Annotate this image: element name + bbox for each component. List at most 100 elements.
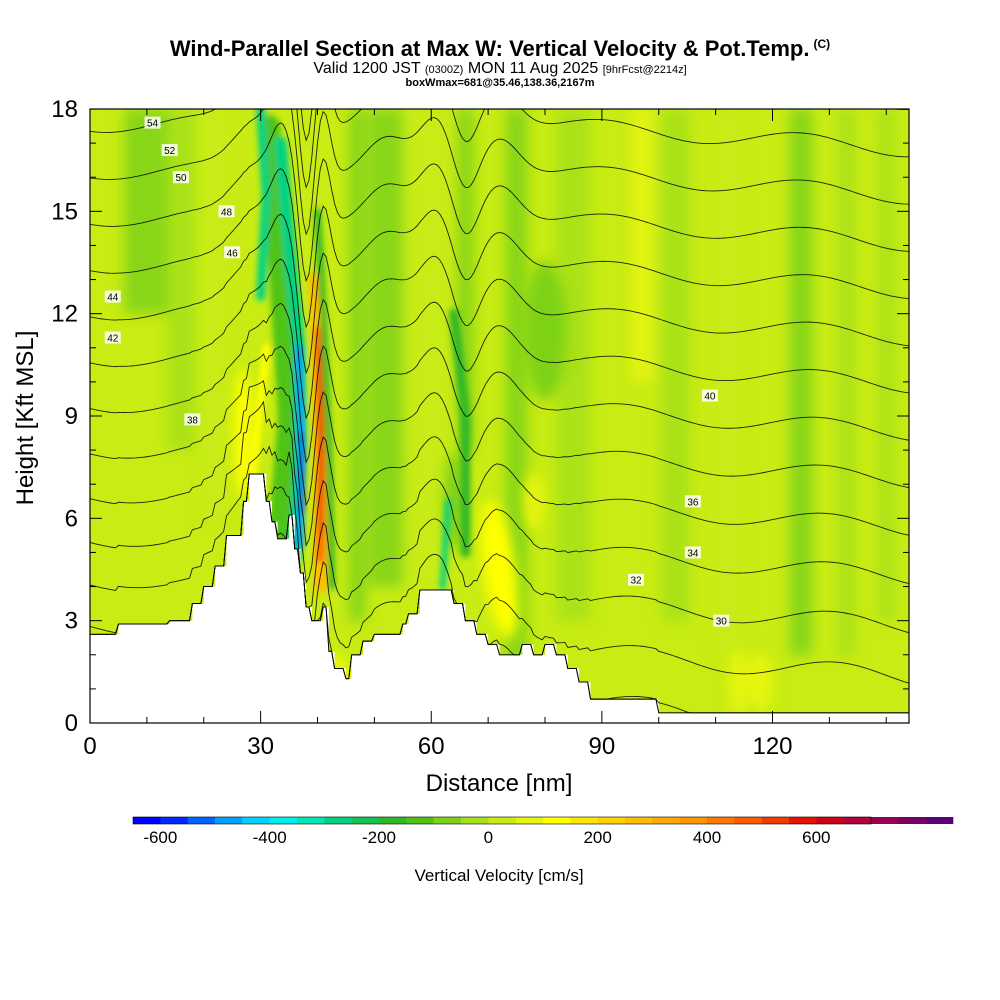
contour-label-bg xyxy=(218,205,235,218)
colorbar-swatch xyxy=(215,817,243,824)
x-tick-label: 30 xyxy=(247,733,274,760)
updraft-zone xyxy=(728,647,749,718)
colorbar-swatch xyxy=(898,817,926,824)
contour-label-bg xyxy=(684,546,701,559)
colorbar-swatch xyxy=(160,817,188,824)
field-streak xyxy=(166,109,196,451)
contour-label-bg xyxy=(713,614,730,627)
colorbar-swatch xyxy=(625,817,653,824)
colorbar-swatch xyxy=(297,817,325,824)
contour-label-bg xyxy=(144,116,161,129)
field-streak xyxy=(203,109,227,519)
y-tick-label: 3 xyxy=(65,608,78,635)
colorbar-swatch xyxy=(406,817,434,824)
updraft-zone xyxy=(480,500,519,639)
utc-time: (0300Z) xyxy=(424,64,464,76)
colorbar-swatch xyxy=(789,817,817,824)
colorbar-swatch xyxy=(816,817,844,824)
contour-label: 42 xyxy=(107,334,119,345)
isentrope-39 xyxy=(90,168,909,329)
contour-label: 50 xyxy=(175,173,187,184)
y-tick-label: 9 xyxy=(65,403,78,430)
x-tick-label: 0 xyxy=(83,733,96,760)
downdraft-band xyxy=(439,498,452,590)
contour-label-bg xyxy=(224,246,241,259)
y-tick-label: 18 xyxy=(51,96,78,123)
isentrope-32 xyxy=(90,445,909,634)
contour-label: 46 xyxy=(227,248,239,259)
isentrope-38 xyxy=(90,213,909,375)
field-streak xyxy=(124,109,170,314)
copyright-mark: (C) xyxy=(813,36,831,51)
contour-label: 34 xyxy=(687,548,699,559)
downdraft-band xyxy=(256,109,271,302)
isentrope-36 xyxy=(90,302,909,464)
valid-time: Valid 1200 JST xyxy=(313,60,421,77)
y-tick-label: 6 xyxy=(65,505,78,532)
forecast-info: [9hrFcst@2214z] xyxy=(602,64,687,76)
field-streak xyxy=(414,109,449,587)
colorbar-frame xyxy=(132,816,872,825)
colorbar-swatch xyxy=(597,817,626,824)
colorbar-swatch xyxy=(187,817,216,824)
colorbar-swatch xyxy=(543,817,571,824)
field-streak xyxy=(630,109,654,382)
y-tick-label: 0 xyxy=(65,710,78,737)
colorbar-tick-label: 600 xyxy=(802,828,830,847)
colorbar-swatch xyxy=(379,817,407,824)
colorbar-swatch xyxy=(570,817,598,824)
contour-label-bg xyxy=(161,143,178,156)
contour-label: 48 xyxy=(221,207,233,218)
contour-label: 40 xyxy=(704,392,716,403)
updraft-core xyxy=(317,346,323,537)
colorbar-swatch xyxy=(843,817,872,824)
contour-label-bg xyxy=(701,389,718,402)
colorbar-tick-label: 0 xyxy=(484,828,493,847)
field-streak xyxy=(789,109,813,655)
contour-label: 30 xyxy=(716,617,728,628)
x-tick-label: 60 xyxy=(418,733,445,760)
x-axis-label: Distance [nm] xyxy=(426,770,573,797)
contour-label-bg xyxy=(173,171,189,184)
y-tick-label: 15 xyxy=(51,198,78,225)
colorbar-swatch xyxy=(871,817,899,824)
colorbar-label: Vertical Velocity [cm/s] xyxy=(414,866,583,885)
updraft-band xyxy=(248,343,271,478)
colorbar-tick-label: 200 xyxy=(583,828,611,847)
terrain xyxy=(90,473,909,723)
isentrope-42 xyxy=(90,109,909,189)
field-streak xyxy=(348,109,366,621)
isentrope-41 xyxy=(90,109,909,236)
updraft-zone xyxy=(749,652,774,713)
isentrope-33 xyxy=(90,400,909,585)
contour-label: 32 xyxy=(630,576,642,587)
chart-subtitle: Valid 1200 JST (0300Z) MON 11 Aug 2025 [… xyxy=(0,60,1000,78)
colorbar-swatch xyxy=(707,817,735,824)
colorbar-swatch xyxy=(488,817,516,824)
field-streak xyxy=(368,109,403,587)
colorbar-swatch xyxy=(242,817,270,824)
colorbar-swatch xyxy=(324,817,352,824)
contour-label-bg xyxy=(628,573,644,586)
terrain-mask xyxy=(90,473,909,723)
x-tick-label: 90 xyxy=(589,733,616,760)
colorbar-tick-label: 400 xyxy=(693,828,721,847)
field-streak xyxy=(661,109,691,621)
colorbar-swatch xyxy=(351,817,380,824)
colorbar-tick-label: -400 xyxy=(253,828,287,847)
contour-label: 38 xyxy=(187,415,199,426)
contour-label: 54 xyxy=(147,119,159,130)
downdraft-band xyxy=(258,115,301,564)
downdraft-zone xyxy=(523,260,567,401)
colorbar-swatch xyxy=(515,817,544,824)
colorbar-tick-label: -200 xyxy=(362,828,396,847)
colorbar-tick-label: -600 xyxy=(143,828,177,847)
valid-date: MON 11 Aug 2025 xyxy=(467,60,599,77)
isentrope-35 xyxy=(90,345,909,507)
contour-label: 44 xyxy=(107,293,119,304)
contour-label-bg xyxy=(184,413,201,426)
x-tick-label: 120 xyxy=(752,733,792,760)
colorbar-swatch xyxy=(761,817,790,824)
